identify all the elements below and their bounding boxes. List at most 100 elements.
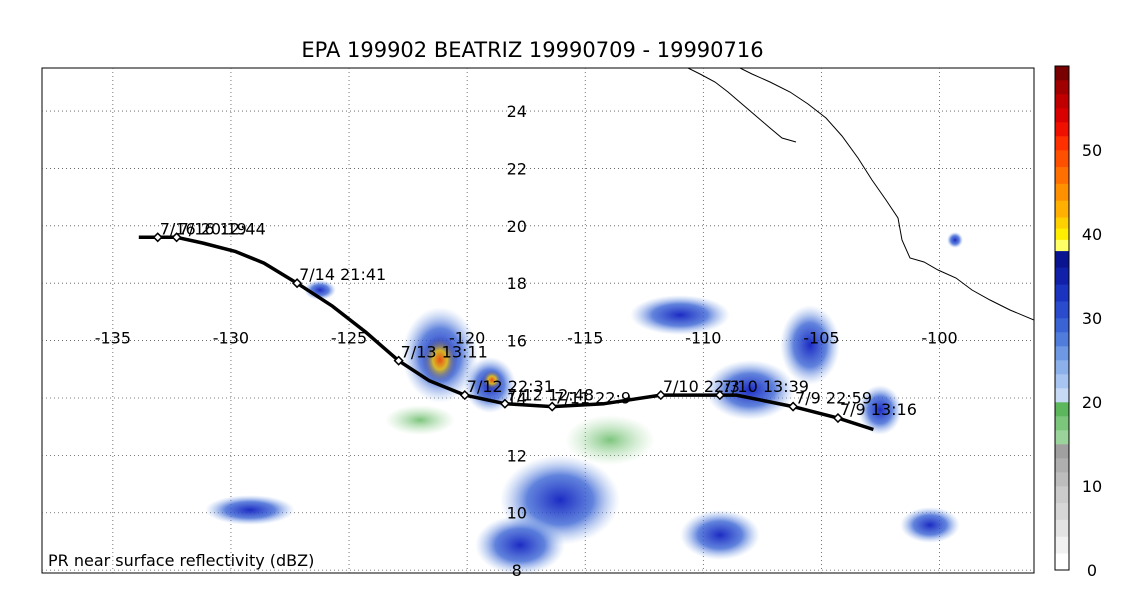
rain-band <box>705 360 795 420</box>
overpass-label: 7/16 20:19 <box>160 219 247 238</box>
rain-band <box>780 305 840 385</box>
overpass-marker <box>459 390 470 401</box>
rain-band <box>630 295 730 335</box>
colorbar-swatch <box>1055 183 1069 201</box>
overpass-marker <box>788 401 799 412</box>
overpass-marker <box>714 390 725 401</box>
mexico-coastline <box>687 68 1034 321</box>
colorbar-tick-label: 20 <box>1082 393 1102 412</box>
overpass-label: 7/9 13:16 <box>840 400 917 419</box>
colorbar-swatch <box>1055 360 1069 375</box>
lat-tick-label: 8 <box>512 561 522 580</box>
overpass-marker <box>547 401 558 412</box>
map-title: EPA 199902 BEATRIZ 19990709 - 19990716 <box>301 38 764 62</box>
rain-band <box>385 405 455 435</box>
lon-tick-label: -105 <box>803 328 839 347</box>
lat-tick-label: 18 <box>507 274 527 293</box>
colorbar-swatch <box>1055 402 1069 417</box>
lat-tick-label: 14 <box>507 389 527 408</box>
overpass-label: 7/12 12:48 <box>507 386 594 405</box>
colorbar-tick-label: 30 <box>1082 309 1102 328</box>
colorbar-swatch <box>1055 444 1069 459</box>
colorbar-swatch <box>1055 301 1069 319</box>
rain-core <box>422 336 458 384</box>
colorbar-swatch <box>1055 332 1069 347</box>
colorbar-swatch <box>1055 536 1069 554</box>
rain-band <box>947 232 963 248</box>
colorbar-swatch <box>1055 486 1069 504</box>
rain-band <box>205 495 295 525</box>
overpass-label: 7/14 21:41 <box>299 265 386 284</box>
colorbar-swatch <box>1055 239 1069 252</box>
lat-tick-label: 24 <box>507 102 527 121</box>
colorbar-swatch <box>1055 108 1069 123</box>
lat-tick-label: 22 <box>507 159 527 178</box>
rain-band <box>565 415 655 465</box>
colorbar-swatch <box>1055 284 1069 302</box>
axis-tick-labels: -135 -130 -125 -120 -115 -110 -105 -100 8 10 12 14 1… <box>95 102 958 580</box>
overpass-marker <box>832 412 844 424</box>
overpass-label: 7/11 22:9 <box>554 389 631 408</box>
lat-tick-label: 10 <box>507 504 527 523</box>
colorbar-swatch <box>1055 66 1069 81</box>
colorbar-swatch <box>1055 346 1069 361</box>
lon-tick-label: -100 <box>921 328 957 347</box>
colorbar-swatch <box>1055 553 1069 571</box>
colorbar-swatch <box>1055 519 1069 537</box>
lat-tick-label: 16 <box>507 332 527 351</box>
overpass-marker <box>655 390 666 401</box>
overpass-marker <box>292 278 303 289</box>
colorbar-swatch <box>1055 166 1069 184</box>
colorbar-swatch <box>1055 267 1069 285</box>
colorbar-swatch <box>1055 228 1069 240</box>
lon-tick-label: -135 <box>95 328 131 347</box>
lon-tick-label: -130 <box>213 328 249 347</box>
colorbar-swatch <box>1055 502 1069 520</box>
colorbar-swatch <box>1055 472 1069 487</box>
rain-band <box>475 515 565 573</box>
colorbar-swatch <box>1055 374 1069 389</box>
colorbar-swatch <box>1055 136 1069 151</box>
colorbar-swatch <box>1055 200 1069 218</box>
colorbar-swatch <box>1055 318 1069 333</box>
colorbar-swatch <box>1055 217 1069 229</box>
colorbar-swatch <box>1055 458 1069 473</box>
overpass-label: 7/10 13:39 <box>722 377 809 396</box>
colorbar-swatch <box>1055 94 1069 109</box>
rain-band <box>304 280 336 300</box>
lon-tick-label: -125 <box>331 328 367 347</box>
overpass-label: 7/13 13:11 <box>401 343 488 362</box>
storm-track: 7/16 20:197/16 12:44 7/14 21:41 7/13 13:11… <box>138 219 917 432</box>
colorbar-tick-label: 50 <box>1082 141 1102 160</box>
lon-tick-label: -115 <box>567 328 603 347</box>
colorbar-tick-label: 10 <box>1082 477 1102 496</box>
caption: PR near surface reflectivity (dBZ) <box>48 551 314 570</box>
colorbar-swatch <box>1055 430 1069 445</box>
colorbar-swatch <box>1055 80 1069 95</box>
overpass-marker <box>171 232 182 243</box>
rain-core <box>482 370 502 390</box>
colorbar: 0 10 20 30 40 50 <box>1054 65 1102 580</box>
rain-band <box>858 385 902 435</box>
lon-tick-label: -120 <box>449 328 485 347</box>
overpass-label: 7/12 22:31 <box>467 377 554 396</box>
lat-tick-label: 20 <box>507 217 527 236</box>
rain-band <box>680 510 760 560</box>
overpass-marker <box>393 355 404 366</box>
colorbar-swatch <box>1055 122 1069 137</box>
colorbar-tick-label: 0 <box>1087 561 1097 580</box>
rain-band <box>900 507 960 543</box>
overpass-marker <box>152 232 163 243</box>
colorbar-frame <box>1054 65 1070 571</box>
lat-tick-label: 12 <box>507 446 527 465</box>
colorbar-swatch <box>1055 388 1069 403</box>
overpass-label: 7/9 22:59 <box>795 389 872 408</box>
colorbar-swatch <box>1055 250 1069 268</box>
colorbar-tick-label: 40 <box>1082 225 1102 244</box>
colorbar-swatch <box>1055 416 1069 431</box>
overpass-label: 7/16 12:44 <box>179 219 266 238</box>
lon-tick-label: -110 <box>685 328 721 347</box>
overpass-marker <box>499 398 510 409</box>
colorbar-swatch <box>1055 150 1069 168</box>
